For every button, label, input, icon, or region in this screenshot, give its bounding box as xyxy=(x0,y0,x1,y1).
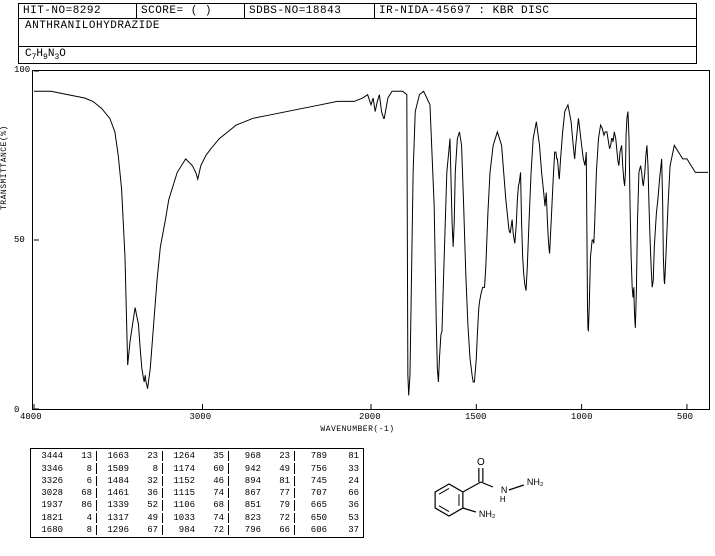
svg-text:NH₂: NH₂ xyxy=(527,477,544,487)
svg-text:H: H xyxy=(500,495,506,504)
molecular-formula: C7H9N3O xyxy=(18,47,697,64)
x-axis-label: WAVENUMBER(-1) xyxy=(320,425,394,434)
compound-name: ANTHRANILOHYDRAZIDE xyxy=(18,19,697,47)
hit-no: HIT-NO=8292 xyxy=(19,4,137,18)
svg-text:NH₂: NH₂ xyxy=(479,509,496,519)
sdbs-no: SDBS-NO=18843 xyxy=(245,4,375,18)
formula: C7H9N3O xyxy=(25,48,66,60)
ir-info: IR-NIDA-45697 : KBR DISC xyxy=(375,4,696,18)
y-axis-label: TRANSMITTANCE(%) xyxy=(0,125,9,210)
svg-text:N: N xyxy=(501,485,508,495)
peak-table: 3444131663231264359682378981334681509811… xyxy=(30,448,364,538)
ir-spectrum-chart: TRANSMITTANCE(%) 050100 4000300020001500… xyxy=(4,70,711,430)
header-bar: HIT-NO=8292 SCORE= ( ) SDBS-NO=18843 IR-… xyxy=(18,3,697,19)
bottom-area: 3444131663231264359682378981334681509811… xyxy=(30,448,715,538)
spectrum-plot xyxy=(32,70,710,410)
score: SCORE= ( ) xyxy=(137,4,245,18)
svg-text:O: O xyxy=(477,457,485,468)
molecular-structure: O NH NH₂ NH₂ xyxy=(414,448,574,538)
